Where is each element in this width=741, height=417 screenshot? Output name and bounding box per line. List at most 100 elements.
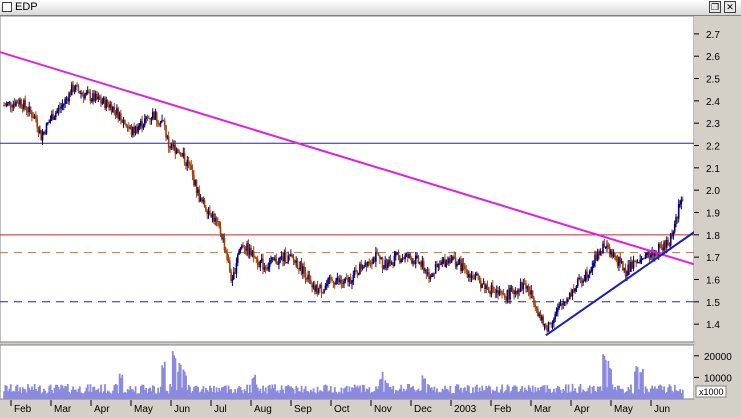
month-label: Aug — [254, 404, 272, 415]
volume-bar — [272, 387, 275, 399]
candle-body — [604, 247, 607, 249]
candle-body — [559, 303, 562, 307]
volume-bars — [3, 351, 684, 399]
candle-body — [355, 270, 357, 272]
chart-area[interactable]: 2.7 2.6 2.5 2.4 2.3 2.2 2.1 2.0 1.9 1.8 1.7 1.6 1.5 1… — [0, 16, 741, 417]
volume-bar — [153, 386, 156, 399]
candle-body — [254, 257, 256, 259]
volume-bar — [218, 387, 221, 399]
close-button[interactable]: ✕ — [724, 1, 736, 13]
volume-bar — [86, 384, 89, 399]
volume-bar — [634, 371, 636, 399]
volume-bar — [283, 393, 286, 399]
candle-body — [112, 106, 114, 113]
price-tick-label: 1.4 — [706, 320, 720, 331]
candle-body — [294, 260, 296, 263]
candle-body — [502, 293, 505, 295]
volume-bar — [568, 392, 571, 399]
trendline[interactable] — [545, 227, 701, 337]
volume-bar — [429, 387, 432, 399]
volume-tick-label: 10000 — [704, 373, 732, 384]
candle-body — [175, 149, 178, 154]
volume-bar — [317, 391, 320, 399]
candle-body — [139, 121, 142, 126]
candle-body — [369, 262, 372, 264]
candle-body — [545, 324, 547, 328]
volume-bar — [65, 386, 68, 399]
volume-bar — [32, 390, 35, 399]
candle-body — [332, 280, 335, 284]
volume-bar — [128, 390, 130, 399]
volume-bar — [469, 393, 472, 399]
candle-body — [142, 125, 145, 128]
volume-bar — [64, 385, 67, 399]
volume-bar — [530, 391, 533, 399]
volume-bar — [517, 392, 519, 399]
candle-body — [422, 261, 425, 271]
candle-body — [316, 285, 319, 294]
volume-bar — [562, 389, 565, 399]
candle-body — [661, 247, 664, 251]
volume-bar — [332, 392, 335, 399]
candle-body — [519, 281, 522, 292]
volume-bar — [9, 384, 12, 399]
restore-button[interactable]: ❐ — [709, 1, 721, 13]
volume-bar — [608, 367, 611, 399]
month-label: 2003 — [454, 404, 477, 415]
candle-body — [594, 254, 596, 264]
candle-body — [442, 259, 445, 262]
month-label: Jul — [214, 404, 227, 415]
volume-bar — [102, 391, 105, 399]
volume-bar — [437, 392, 440, 399]
volume-bar — [313, 392, 316, 399]
price-tick-label: 1.9 — [706, 208, 720, 219]
trendline[interactable] — [0, 51, 701, 268]
candle-body — [133, 126, 135, 133]
volume-bar — [444, 385, 446, 399]
volume-bar — [329, 386, 332, 399]
volume-pane[interactable] — [0, 344, 695, 400]
candle-body — [125, 123, 127, 127]
volume-bar — [547, 388, 550, 399]
candle-body — [109, 104, 112, 108]
candle-body — [638, 262, 640, 264]
volume-bar — [381, 372, 384, 399]
title-bar[interactable]: EDP ❐ ✕ — [0, 0, 741, 16]
volume-bar — [409, 387, 412, 399]
candle-body — [405, 253, 408, 256]
candle-body — [603, 243, 606, 248]
volume-bar — [175, 390, 178, 399]
volume-bar — [623, 393, 626, 399]
volume-bar — [433, 386, 436, 399]
price-pane[interactable] — [0, 16, 701, 343]
volume-bar — [88, 391, 90, 399]
candle-body — [309, 279, 312, 284]
volume-bar — [35, 389, 37, 399]
candle-body — [340, 279, 343, 284]
volume-bar — [324, 384, 327, 399]
volume-bar — [526, 391, 529, 399]
volume-bar — [231, 393, 234, 399]
volume-bar — [260, 392, 263, 399]
volume-bar — [511, 386, 514, 399]
price-pane-background — [0, 16, 695, 343]
candle-body — [507, 289, 510, 300]
volume-bar — [413, 389, 416, 399]
trendlines[interactable] — [0, 51, 701, 337]
candle-body — [602, 243, 604, 253]
horizontal-levels[interactable] — [0, 142, 694, 303]
candle-body — [373, 257, 376, 262]
volume-bar — [442, 389, 445, 399]
candle-body — [181, 155, 183, 157]
candle-body — [329, 277, 332, 280]
candle-body — [533, 297, 535, 305]
candle-body — [409, 254, 412, 259]
candle-body — [375, 252, 377, 262]
volume-bar — [583, 391, 586, 399]
candle-body — [495, 290, 498, 293]
volume-bar — [640, 372, 643, 399]
candle-body — [64, 99, 66, 104]
volume-bar — [77, 388, 80, 399]
candle-body — [165, 125, 167, 138]
volume-bar — [224, 385, 227, 399]
